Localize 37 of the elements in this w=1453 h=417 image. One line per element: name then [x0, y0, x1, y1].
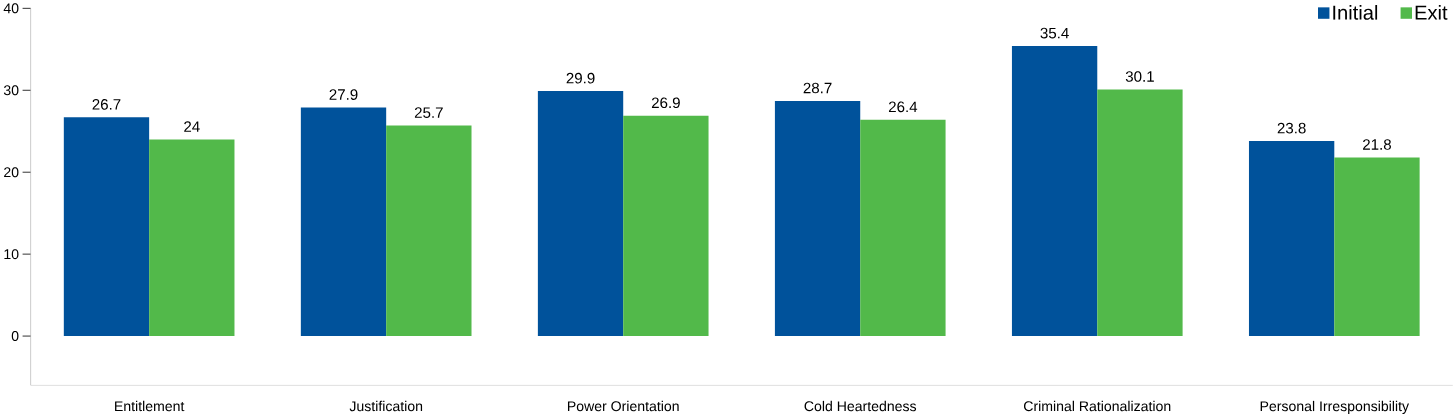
x-tick-label: Personal Irresponsibility	[1260, 400, 1410, 414]
y-tick-label: 20	[4, 167, 19, 178]
data-label: 25.7	[414, 107, 443, 118]
x-tick-label: Power Orientation	[567, 400, 679, 412]
y-tick-label: 40	[3, 3, 19, 14]
data-label: 28.7	[803, 82, 832, 94]
x-tick-label: Criminal Rationalization	[1023, 400, 1171, 412]
data-label: 21.8	[1363, 139, 1391, 150]
bar	[63, 117, 150, 336]
bar	[1334, 157, 1420, 336]
data-label: 30.1	[1125, 71, 1154, 82]
y-tick-label: 0	[11, 330, 19, 341]
bar	[1248, 140, 1335, 336]
data-label: 26.9	[651, 97, 680, 108]
y-tick-label: 10	[4, 248, 19, 259]
bar	[1097, 89, 1183, 336]
data-label: 35.4	[1040, 27, 1069, 39]
data-label: 29.9	[566, 72, 595, 84]
bar	[774, 100, 861, 336]
bar	[860, 119, 946, 336]
bar	[1011, 45, 1098, 336]
x-tick-label: Justification	[349, 400, 423, 412]
bar	[386, 125, 472, 336]
data-label: 26.7	[92, 98, 121, 110]
bar	[623, 115, 709, 336]
y-tick-label: 30	[3, 85, 19, 96]
legend-label: Exit	[1415, 4, 1448, 20]
bar	[300, 107, 387, 336]
x-tick-label: Entitlement	[115, 400, 185, 412]
data-label: 27.9	[329, 89, 358, 100]
data-label: 24	[184, 121, 200, 132]
x-tick-label: Cold Heartedness	[804, 400, 917, 412]
bar	[149, 139, 235, 336]
data-label: 26.4	[888, 101, 918, 113]
legend-label: Initial	[1333, 4, 1378, 20]
data-label: 23.8	[1277, 122, 1306, 134]
bar	[537, 90, 624, 336]
